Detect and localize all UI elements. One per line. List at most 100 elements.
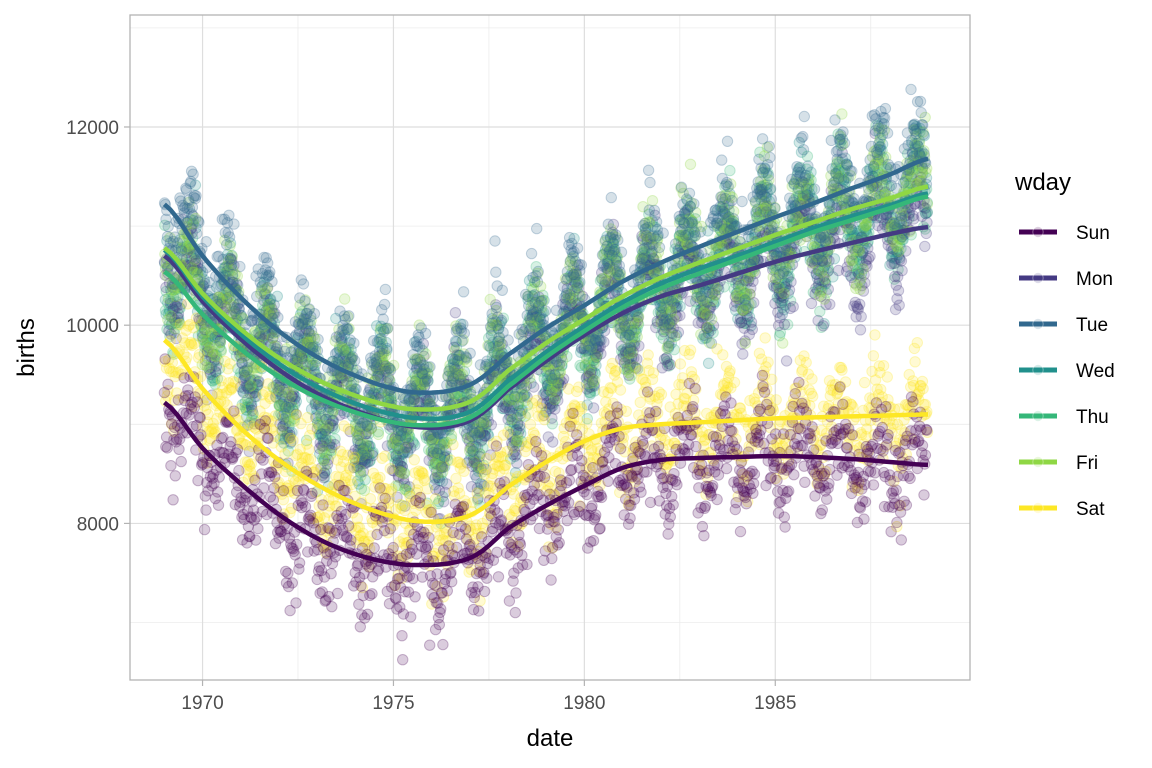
data-point-tue [595, 334, 607, 347]
data-point-thu [243, 401, 255, 413]
data-point-mon [780, 355, 793, 367]
data-point-thu [173, 314, 185, 327]
data-point-mon [854, 298, 866, 310]
data-point-tue [251, 290, 263, 303]
data-point-thu [364, 454, 376, 467]
data-point-thu [208, 374, 221, 386]
data-point-thu [340, 345, 352, 357]
data-point-thu [390, 449, 402, 461]
data-point-tue [384, 364, 397, 376]
data-point-tue [490, 266, 502, 278]
data-point-mon [664, 358, 677, 371]
data-point-tue [502, 334, 514, 346]
data-point-thu [162, 308, 175, 320]
data-point-thu [164, 284, 177, 296]
data-point-thu [249, 415, 261, 427]
data-point-thu [196, 327, 208, 339]
data-point-thu [204, 362, 216, 374]
data-point-tue [268, 299, 280, 311]
data-point-fri [398, 467, 410, 480]
data-point-thu [192, 330, 205, 342]
data-point-mon [896, 264, 908, 277]
data-point-thu [219, 262, 231, 274]
data-point-fri [854, 283, 866, 296]
data-point-tue [642, 164, 655, 177]
data-point-thu [205, 356, 218, 369]
data-point-thu [264, 294, 276, 306]
data-point-tue [615, 246, 628, 258]
data-point-thu [267, 381, 279, 393]
data-point-thu [314, 427, 326, 439]
data-point-thu [395, 430, 407, 442]
data-point-thu [215, 344, 227, 356]
data-point-thu [211, 372, 224, 385]
data-point-thu [216, 292, 229, 304]
data-point-tue [614, 266, 626, 278]
data-point-thu [235, 352, 248, 364]
data-point-thu [244, 374, 257, 386]
data-point-thu [361, 419, 373, 431]
data-point-thu [282, 445, 294, 457]
data-point-thu [355, 438, 367, 451]
data-point-tue [379, 283, 392, 296]
data-point-thu [211, 349, 223, 361]
data-point-thu [321, 439, 333, 451]
data-point-wed [702, 357, 715, 369]
data-point-tue [422, 375, 434, 387]
data-point-tue [535, 295, 547, 308]
data-point-thu [194, 319, 207, 331]
data-point-thu [393, 464, 406, 476]
data-point-thu [353, 455, 365, 467]
data-point-thu [257, 299, 269, 311]
data-point-thu [392, 460, 404, 472]
data-point-mon [778, 318, 791, 331]
data-point-fri [857, 263, 869, 275]
data-point-tue [653, 241, 666, 254]
data-point-thu [350, 425, 362, 437]
data-point-thu [379, 359, 391, 372]
data-point-tue [228, 218, 240, 230]
data-point-tue [234, 260, 246, 273]
data-point-tue [586, 376, 598, 388]
data-point-thu [249, 386, 262, 399]
data-point-tue [400, 432, 412, 444]
data-point-tue [264, 266, 276, 278]
data-point-thu [233, 371, 246, 383]
data-point-thu [325, 445, 338, 457]
data-point-tue [370, 356, 383, 368]
data-point-fri [778, 287, 790, 300]
data-point-thu [374, 340, 387, 352]
data-point-thu [320, 449, 333, 461]
data-point-tue [200, 236, 212, 248]
data-point-mon [893, 299, 905, 311]
data-point-tue [464, 347, 476, 359]
data-point-tue [209, 331, 221, 343]
data-point-thu [243, 380, 256, 392]
data-point-thu [399, 483, 411, 495]
data-point-thu [396, 429, 409, 441]
data-point-tue [191, 227, 203, 240]
data-point-thu [724, 164, 736, 177]
data-point-fri [165, 310, 177, 322]
data-point-mon [511, 457, 523, 469]
data-point-thu [214, 336, 227, 349]
data-point-thu [341, 375, 353, 388]
data-point-thu [208, 356, 220, 368]
data-point-thu [378, 359, 390, 371]
data-point-thu [301, 333, 313, 345]
data-point-thu [165, 286, 178, 298]
data-point-mon [817, 320, 829, 332]
data-point-thu [279, 400, 291, 412]
data-point-thu [358, 449, 371, 461]
data-point-thu [209, 378, 221, 390]
data-point-tue [381, 342, 393, 355]
data-point-thu [198, 347, 211, 360]
data-point-thu [311, 416, 324, 429]
data-point-tue [612, 234, 624, 246]
data-point-tue [266, 275, 278, 288]
data-point-thu [380, 391, 392, 403]
data-point-thu [372, 426, 384, 438]
data-point-tue [341, 323, 353, 336]
data-point-thu [173, 302, 186, 314]
data-point-tue [419, 327, 432, 340]
